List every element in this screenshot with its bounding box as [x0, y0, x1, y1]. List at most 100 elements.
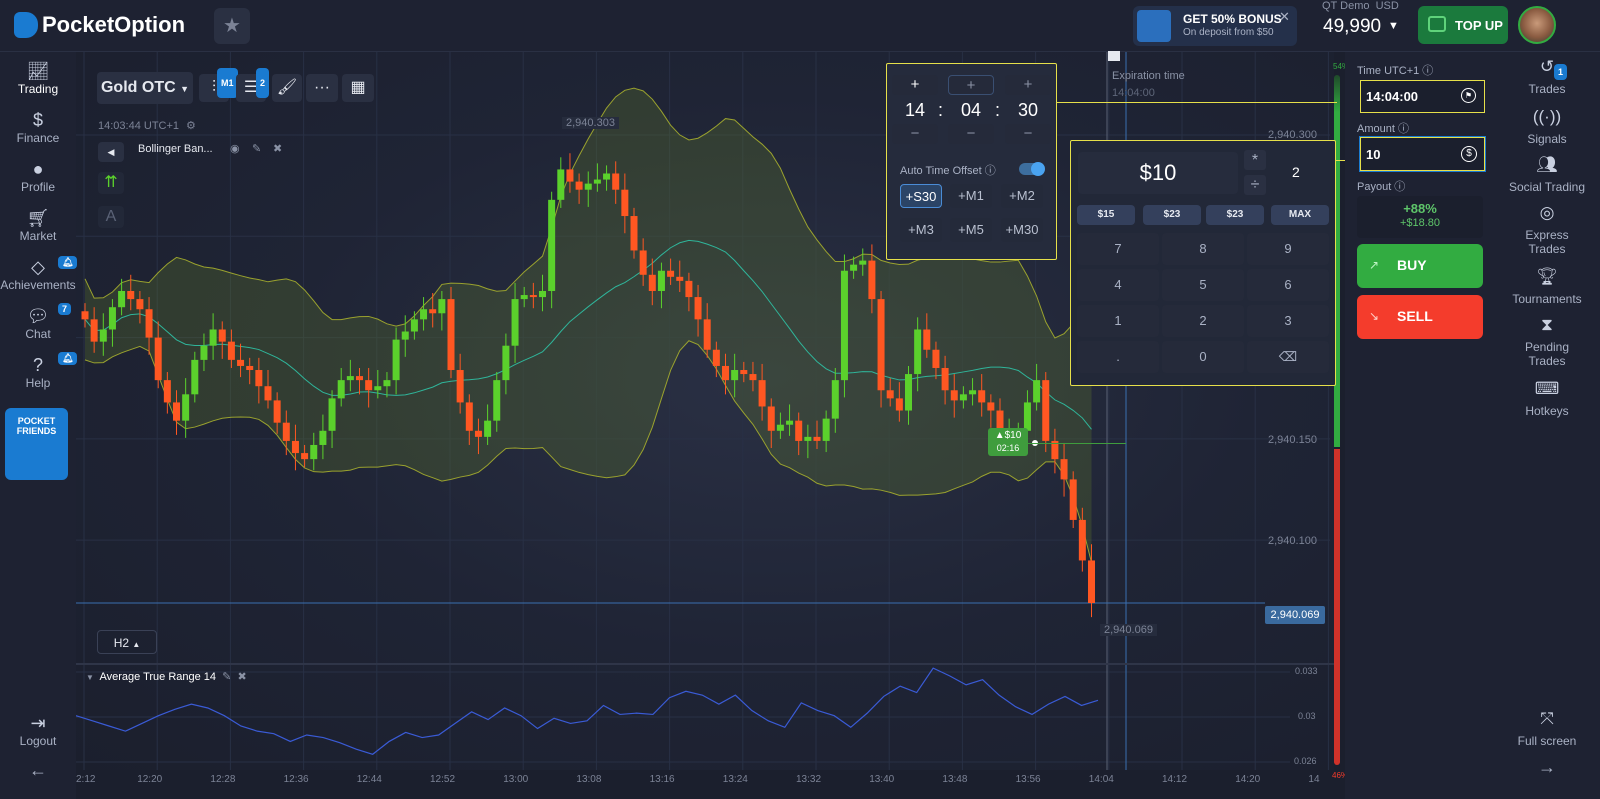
- keypad-key[interactable]: .: [1077, 341, 1159, 373]
- minutes-value[interactable]: 04: [960, 100, 982, 120]
- close-icon[interactable]: ✕: [1279, 9, 1290, 24]
- minutes-increment-button[interactable]: +: [948, 75, 994, 95]
- quick-amount-max[interactable]: MAX: [1271, 205, 1329, 225]
- eye-icon[interactable]: ◉: [230, 143, 240, 155]
- settings-gear-icon[interactable]: ⚙: [186, 120, 196, 132]
- keypad-key[interactable]: 8: [1162, 233, 1244, 265]
- backspace-icon[interactable]: ⌫: [1247, 341, 1329, 373]
- caret-down-icon[interactable]: ▼: [86, 673, 94, 682]
- candle: [173, 402, 180, 421]
- seconds-value[interactable]: 30: [1017, 100, 1039, 120]
- time-tick: 2:12: [76, 774, 96, 785]
- offset-m5-button[interactable]: +M5: [950, 218, 992, 242]
- text-tool-button[interactable]: A: [98, 206, 124, 228]
- keypad-key[interactable]: 9: [1247, 233, 1329, 265]
- sidebar-item-signals[interactable]: ((·)) Signals: [1494, 108, 1600, 146]
- expiry-time-input[interactable]: 14:04:00 ⚑: [1360, 80, 1485, 113]
- sidebar-item-social-trading[interactable]: 👥︎ Social Trading: [1494, 156, 1600, 194]
- top-up-button[interactable]: TOP UP: [1418, 6, 1508, 44]
- collapse-indicators-button[interactable]: ◀: [98, 142, 124, 162]
- asset-selector[interactable]: Gold OTC ▼: [97, 72, 193, 104]
- sidebar-item-label: Finance: [16, 131, 60, 145]
- sidebar-item-profile[interactable]: ● Profile: [0, 158, 76, 194]
- keypad-key[interactable]: 2: [1162, 305, 1244, 337]
- minutes-decrement-button[interactable]: −: [948, 124, 994, 144]
- candle: [456, 370, 464, 403]
- panel-divider[interactable]: [76, 663, 1334, 665]
- sidebar-item-finance[interactable]: $ Finance: [0, 109, 76, 145]
- chart-type-button[interactable]: ⫶ M1: [199, 68, 238, 102]
- hours-value[interactable]: 14: [904, 100, 926, 120]
- collapse-left-arrow-icon[interactable]: ←: [29, 760, 47, 780]
- offset-m30-button[interactable]: +M30: [1001, 218, 1043, 242]
- pocket-friends-banner[interactable]: POCKET FRIENDS: [5, 408, 68, 480]
- keypad-key[interactable]: 5: [1162, 269, 1244, 301]
- offset-m3-button[interactable]: +M3: [900, 218, 942, 242]
- quick-amount-23[interactable]: $23: [1206, 205, 1264, 225]
- candle: [685, 280, 693, 298]
- logo[interactable]: PocketOption: [42, 12, 186, 37]
- avatar[interactable]: [1518, 6, 1556, 44]
- candle: [557, 169, 565, 200]
- trend-arrows-button[interactable]: ⇈: [98, 172, 124, 194]
- hours-decrement-button[interactable]: −: [892, 124, 938, 144]
- pencil-icon[interactable]: ✎: [252, 143, 262, 155]
- candle: [301, 453, 309, 460]
- sidebar-item-tournaments[interactable]: 🏆︎ Tournaments: [1494, 268, 1600, 306]
- period-selector[interactable]: H2 ▲: [97, 630, 157, 654]
- keypad-key[interactable]: 4: [1077, 269, 1159, 301]
- seconds-decrement-button[interactable]: −: [1005, 124, 1051, 144]
- close-icon[interactable]: ✖: [237, 671, 247, 683]
- divide-button[interactable]: ÷: [1244, 175, 1266, 195]
- close-indicator-icon[interactable]: ✖: [273, 143, 283, 155]
- sidebar-item-help[interactable]: ? Help 🔔︎: [0, 352, 78, 390]
- sidebar-item-trades[interactable]: ↺ Trades 1: [1494, 58, 1600, 96]
- favorites-star-icon[interactable]: ★: [214, 8, 250, 44]
- candle: [291, 440, 299, 454]
- candle: [676, 276, 684, 281]
- sidebar-item-trading[interactable]: 📈︎ Trading: [0, 60, 76, 96]
- logout-button[interactable]: ⇥ Logout: [0, 712, 76, 748]
- candle: [209, 329, 217, 346]
- expiration-flag-icon[interactable]: [1108, 51, 1120, 61]
- fullscreen-button[interactable]: ⤧ Full screen: [1494, 710, 1600, 748]
- drawing-button[interactable]: 🖌︎: [272, 74, 302, 102]
- sidebar-item-express-trades[interactable]: ◎ Express Trades: [1494, 204, 1600, 256]
- offset-m2-button[interactable]: +M2: [1001, 184, 1043, 208]
- keypad-key[interactable]: 7: [1077, 233, 1159, 265]
- layout-button[interactable]: ▦: [342, 74, 374, 102]
- offset-s30-button[interactable]: +S30: [900, 184, 942, 208]
- pencil-icon[interactable]: ✎: [222, 671, 232, 683]
- sidebar-item-achievements[interactable]: ◇ Achievements 🔔︎: [0, 256, 78, 292]
- seconds-increment-button[interactable]: +: [1005, 75, 1051, 95]
- indicators-button[interactable]: ☰ 2: [236, 68, 270, 102]
- auto-offset-toggle[interactable]: [1019, 162, 1045, 176]
- candle: [813, 436, 821, 441]
- keypad-key[interactable]: 6: [1247, 269, 1329, 301]
- quick-amount-23[interactable]: $23: [1143, 205, 1201, 225]
- chevron-down-icon: ▼: [180, 84, 190, 94]
- offset-m1-button[interactable]: +M1: [950, 184, 992, 208]
- quick-amount-15[interactable]: $15: [1077, 205, 1135, 225]
- more-button[interactable]: ···: [306, 74, 338, 102]
- open-trade-marker[interactable]: ▲$10 02:16: [988, 428, 1028, 456]
- dollar-icon: $: [32, 110, 43, 130]
- bonus-banner[interactable]: GET 50% BONUS On deposit from $50 ✕: [1133, 6, 1297, 46]
- sell-button[interactable]: ↘ SELL: [1357, 295, 1483, 339]
- sidebar-item-hotkeys[interactable]: ⌨ Hotkeys: [1494, 380, 1600, 418]
- sidebar-item-chat[interactable]: 💬︎ Chat 7: [0, 303, 76, 341]
- multiplier-value[interactable]: 2: [1292, 164, 1300, 180]
- sidebar-item-market[interactable]: 🛒︎ Market: [0, 207, 76, 243]
- brush-icon: 🖌︎: [276, 79, 298, 96]
- hours-increment-button[interactable]: +: [892, 75, 938, 95]
- keypad-key[interactable]: 3: [1247, 305, 1329, 337]
- multiply-button[interactable]: *: [1244, 150, 1266, 170]
- sidebar-item-pending-trades[interactable]: ⧗ Pending Trades: [1494, 316, 1600, 368]
- buy-button[interactable]: ↗ BUY: [1357, 244, 1483, 288]
- balance-dropdown[interactable]: 49,990 ▼: [1320, 14, 1408, 42]
- collapse-right-arrow-icon[interactable]: →: [1538, 757, 1556, 777]
- keypad-key[interactable]: 1: [1077, 305, 1159, 337]
- keypad-key[interactable]: 0: [1162, 341, 1244, 373]
- amount-input[interactable]: 10 $: [1360, 137, 1485, 171]
- period-value: H2: [113, 636, 130, 650]
